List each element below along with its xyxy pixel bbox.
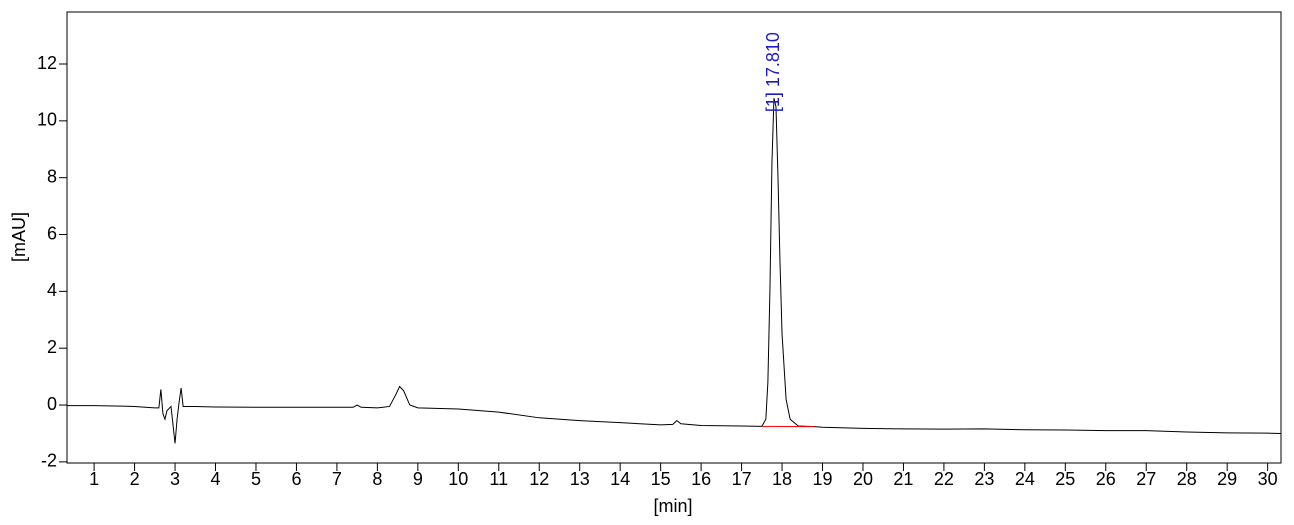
x-tick-label: 19	[812, 469, 832, 489]
x-tick-label: 22	[934, 469, 954, 489]
x-tick-label: 9	[413, 469, 423, 489]
x-tick-label: 5	[251, 469, 261, 489]
x-tick-label: 23	[974, 469, 994, 489]
x-tick-label: 7	[332, 469, 342, 489]
x-axis-label: [min]	[653, 496, 692, 516]
x-tick-label: 1	[89, 469, 99, 489]
y-tick-label: 6	[47, 223, 57, 243]
y-tick-label: 10	[37, 110, 57, 130]
x-tick-label: 28	[1177, 469, 1197, 489]
x-tick-label: 21	[893, 469, 913, 489]
y-tick-label: 8	[47, 166, 57, 186]
x-tick-label: 8	[372, 469, 382, 489]
x-tick-label: 12	[529, 469, 549, 489]
x-tick-label: 3	[170, 469, 180, 489]
x-tick-label: 2	[130, 469, 140, 489]
x-tick-label: 18	[772, 469, 792, 489]
x-tick-label: 4	[211, 469, 221, 489]
x-tick-label: 26	[1096, 469, 1116, 489]
x-tick-label: 20	[853, 469, 873, 489]
x-tick-label: 10	[448, 469, 468, 489]
x-tick-label: 27	[1136, 469, 1156, 489]
x-tick-label: 11	[489, 469, 508, 489]
x-tick-label: 17	[732, 469, 752, 489]
peak-annotation: [1] 17.810	[763, 32, 783, 112]
x-tick-label: 25	[1055, 469, 1075, 489]
plot-frame	[66, 11, 1282, 464]
x-tick-label: 14	[610, 469, 630, 489]
x-tick-label: 15	[651, 469, 671, 489]
y-tick-label: -2	[41, 451, 57, 471]
y-tick-label: 0	[47, 394, 57, 414]
x-tick-label: 24	[1015, 469, 1035, 489]
series-line	[67, 97, 1282, 444]
y-tick-label: 12	[37, 53, 57, 73]
y-tick-label: 4	[47, 280, 57, 300]
x-tick-label: 6	[291, 469, 301, 489]
x-tick-label: 30	[1258, 469, 1278, 489]
x-tick-label: 29	[1217, 469, 1237, 489]
x-tick-label: 16	[691, 469, 711, 489]
y-axis-label: [mAU]	[9, 212, 29, 262]
y-tick-label: 2	[47, 337, 57, 357]
x-tick-label: 13	[570, 469, 590, 489]
